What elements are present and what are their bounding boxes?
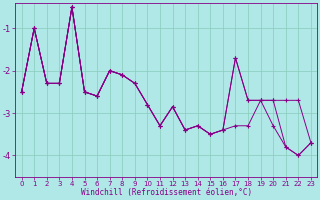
X-axis label: Windchill (Refroidissement éolien,°C): Windchill (Refroidissement éolien,°C) xyxy=(81,188,252,197)
